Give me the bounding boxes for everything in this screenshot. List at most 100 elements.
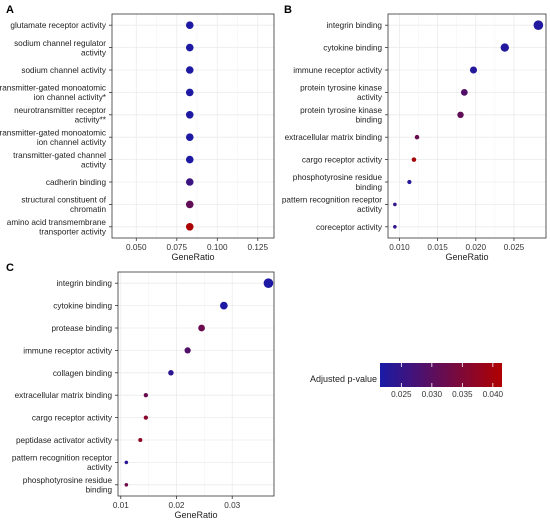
- panel-b-category-label-line: phosphotyrosine residue: [293, 173, 383, 182]
- panel-c-category-label-line: extracellular matrix binding: [15, 391, 113, 400]
- panel-a-category-label-line: transmitter-gated channel: [13, 151, 106, 160]
- panel-a-category-label-line: sodium channel activity: [21, 66, 107, 75]
- panel-b-point: [393, 225, 397, 229]
- panel-c-category-label: cytokine binding: [53, 302, 112, 311]
- panel-b-point: [407, 179, 412, 185]
- panel-a-category-label-line: transmitter-gated monoatomic: [0, 84, 106, 93]
- panel-c-category-label: collagen binding: [53, 369, 113, 378]
- legend-colorbar: [380, 363, 502, 387]
- legend-tick-label: 0.035: [452, 390, 473, 399]
- panel-a-xlabel: GeneRatio: [171, 252, 214, 262]
- panel-c-point: [168, 370, 174, 376]
- panel-b-category-label-line: immune receptor activity: [293, 66, 383, 75]
- panel-c-point: [138, 437, 143, 443]
- panel-c-category-label-line: binding: [86, 486, 113, 495]
- panel-b-frame: [387, 13, 547, 239]
- panel-a-category-label: transmitter-gated monoatomic ion channel …: [0, 128, 107, 147]
- panel-c: C 0.01 0.02 0.03 GeneRatio integrin binding c…: [6, 262, 275, 520]
- panel-a-category-label: cadherin binding: [46, 178, 107, 187]
- panel-b: B 0.010 0.015 0.020 0.025 GeneRatio integrin …: [282, 4, 547, 262]
- panel-c-letter: C: [6, 262, 14, 274]
- panel-a-category-label-line: neurotransmitter receptor: [14, 106, 106, 115]
- panel-b-category-label: protein tyrosine kinase activity: [300, 84, 383, 103]
- panel-c-category-label: extracellular matrix binding: [15, 391, 113, 400]
- panel-c-category-label-line: cytokine binding: [53, 302, 112, 311]
- panel-a-xtick-label: 0.100: [207, 243, 228, 252]
- panel-c-frame: [117, 271, 275, 497]
- panel-c-category-label-line: pattern recognition receptor: [12, 454, 112, 463]
- panel-a-category-label-line: structural constituent of: [21, 196, 106, 205]
- panel-c-category-label-line: activity: [87, 463, 113, 472]
- panel-b-category-label: immune receptor activity: [293, 66, 383, 75]
- panel-a-point: [185, 43, 194, 52]
- panel-a-category-label-line: ion channel activity*: [34, 93, 107, 102]
- panel-c-point: [143, 393, 149, 398]
- panel-b-category-label-line: cytokine binding: [323, 44, 382, 53]
- panel-b-xtick-label: 0.010: [389, 243, 410, 252]
- panel-b-category-label: phosphotyrosine residue binding: [293, 173, 383, 192]
- panel-b-category-label-line: activity: [357, 93, 383, 102]
- panel-a-frame: [111, 13, 275, 239]
- panel-c-category-label: pattern recognition receptor activity: [12, 454, 113, 473]
- panel-a-point: [185, 200, 194, 209]
- panel-b-point: [500, 43, 509, 52]
- panel-c-category-label: protease binding: [51, 324, 112, 333]
- panel-a-xtick-label: 0.125: [248, 243, 269, 252]
- panel-b-category-label: coreceptor activity: [316, 223, 383, 232]
- panel-a-category-label-line: glutamate receptor activity: [10, 21, 106, 30]
- panel-c-category-label-line: immune receptor activity: [23, 346, 113, 355]
- panel-a-category-label: glutamate receptor activity: [10, 21, 106, 30]
- panel-c-point: [198, 324, 205, 332]
- panel-a-xtick-label: 0.075: [167, 243, 188, 252]
- panel-a-xtick-label: 0.050: [126, 243, 147, 252]
- panel-c-xtick-label: 0.01: [113, 501, 129, 510]
- panel-a-letter: A: [6, 4, 14, 16]
- panel-b-point: [411, 157, 417, 162]
- panel-a-point: [185, 66, 194, 74]
- panel-a-category-label: sodium channel regulator activity: [14, 39, 107, 58]
- panel-b-category-label-line: pattern recognition receptor: [282, 196, 382, 205]
- panel-a-category-label: transmitter-gated channel activity: [13, 151, 107, 170]
- panel-c-category-label-line: peptidase activator activity: [16, 436, 113, 445]
- panel-b-point: [533, 20, 544, 31]
- panel-a: A 0.050 0.075 0.100 0.125 GeneRatio glutamate…: [0, 4, 275, 262]
- panel-b-category-label: protein tyrosine kinase binding: [300, 106, 382, 125]
- panel-c-category-label: integrin binding: [56, 279, 112, 288]
- panel-a-category-label: amino acid transmembrane transporter acti…: [7, 218, 107, 237]
- panel-b-category-label-line: activity: [357, 205, 383, 214]
- panel-b-xtick-label: 0.020: [466, 243, 487, 252]
- panel-a-point: [185, 111, 194, 119]
- panel-c-category-label-line: collagen binding: [53, 369, 113, 378]
- panel-a-category-label: transmitter-gated monoatomic ion channel …: [0, 84, 107, 103]
- panel-a-category-label-line: chromatin: [70, 205, 106, 214]
- panel-c-category-label-line: phosphotyrosine residue: [23, 476, 113, 485]
- panel-a-point: [185, 88, 194, 97]
- panel-b-point: [393, 202, 397, 207]
- color-legend: Adjusted p-value 0.025 0.030 0.035 0.040: [310, 363, 504, 399]
- panel-a-category-label: neurotransmitter receptor activity**: [14, 106, 107, 125]
- panel-a-category-label-line: activity: [81, 48, 107, 57]
- panel-b-point: [414, 134, 420, 140]
- panel-b-category-label: extracellular matrix binding: [285, 133, 383, 142]
- panel-b-category-label-line: binding: [356, 116, 383, 125]
- panel-b-xtick-label: 0.025: [504, 243, 525, 252]
- panel-b-letter: B: [284, 4, 292, 16]
- panel-c-point: [124, 483, 129, 487]
- panel-c-point: [220, 301, 228, 310]
- panel-b-xlabel: GeneRatio: [445, 252, 488, 262]
- panel-c-category-label: phosphotyrosine residue binding: [23, 476, 113, 495]
- panel-c-xlabel: GeneRatio: [174, 510, 217, 520]
- panel-c-xtick-label: 0.02: [169, 501, 185, 510]
- panel-c-category-label-line: integrin binding: [56, 279, 112, 288]
- panel-c-point: [263, 278, 274, 289]
- panel-b-category-label: cargo receptor activity: [302, 156, 383, 165]
- panel-b-category-label-line: protein tyrosine kinase: [300, 106, 382, 115]
- panel-a-category-label-line: activity: [81, 160, 107, 169]
- panel-b-category-label-line: coreceptor activity: [316, 223, 383, 232]
- panel-c-category-label: cargo receptor activity: [32, 414, 113, 423]
- panel-c-point: [184, 347, 191, 354]
- panel-c-category-label-line: protease binding: [51, 324, 112, 333]
- legend-title: Adjusted p-value: [310, 374, 377, 384]
- panel-c-category-label: peptidase activator activity: [16, 436, 113, 445]
- panel-b-grid: [388, 14, 546, 238]
